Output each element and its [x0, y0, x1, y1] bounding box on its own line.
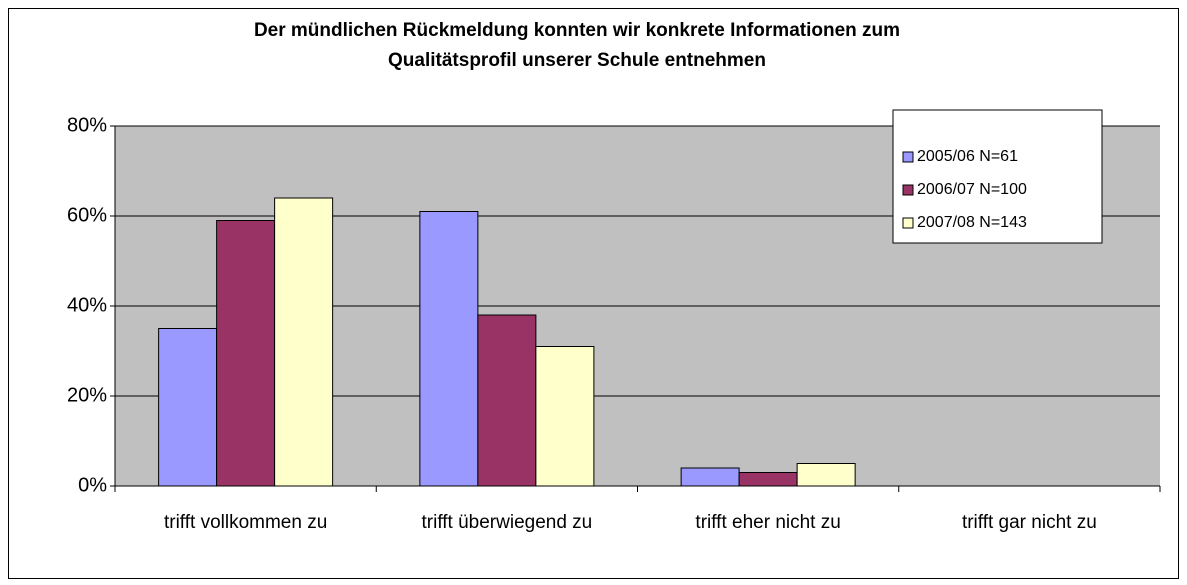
y-tick-label: 0% [78, 474, 107, 496]
y-tick-label: 60% [67, 204, 107, 226]
bar [738, 472, 798, 487]
x-tick-label: trifft gar nicht zu [962, 512, 1097, 533]
legend-box [892, 109, 1103, 244]
bar [216, 220, 276, 487]
x-tick-label: trifft vollkommen zu [164, 512, 327, 533]
bar [274, 197, 334, 487]
bar [535, 346, 595, 487]
y-tick-label: 40% [67, 294, 107, 316]
x-tick-label: trifft eher nicht zu [695, 512, 840, 533]
bar [419, 211, 479, 487]
legend-label: 2005/06 N=61 [917, 148, 1018, 165]
y-tick-label: 80% [67, 114, 107, 136]
y-tick-label: 20% [67, 384, 107, 406]
bar [158, 328, 218, 487]
chart-title: Qualitätsprofil unserer Schule entnehmen [388, 50, 766, 71]
legend-swatch [902, 184, 914, 196]
bar [680, 467, 740, 487]
legend-label: 2007/08 N=143 [917, 214, 1027, 231]
legend-swatch [902, 151, 914, 163]
chart-title: Der mündlichen Rückmeldung konnten wir k… [254, 20, 900, 41]
bar [477, 314, 537, 487]
legend-swatch [902, 217, 914, 229]
x-tick-label: trifft überwiegend zu [422, 512, 593, 533]
bar [796, 463, 856, 487]
legend-label: 2006/07 N=100 [917, 181, 1027, 198]
